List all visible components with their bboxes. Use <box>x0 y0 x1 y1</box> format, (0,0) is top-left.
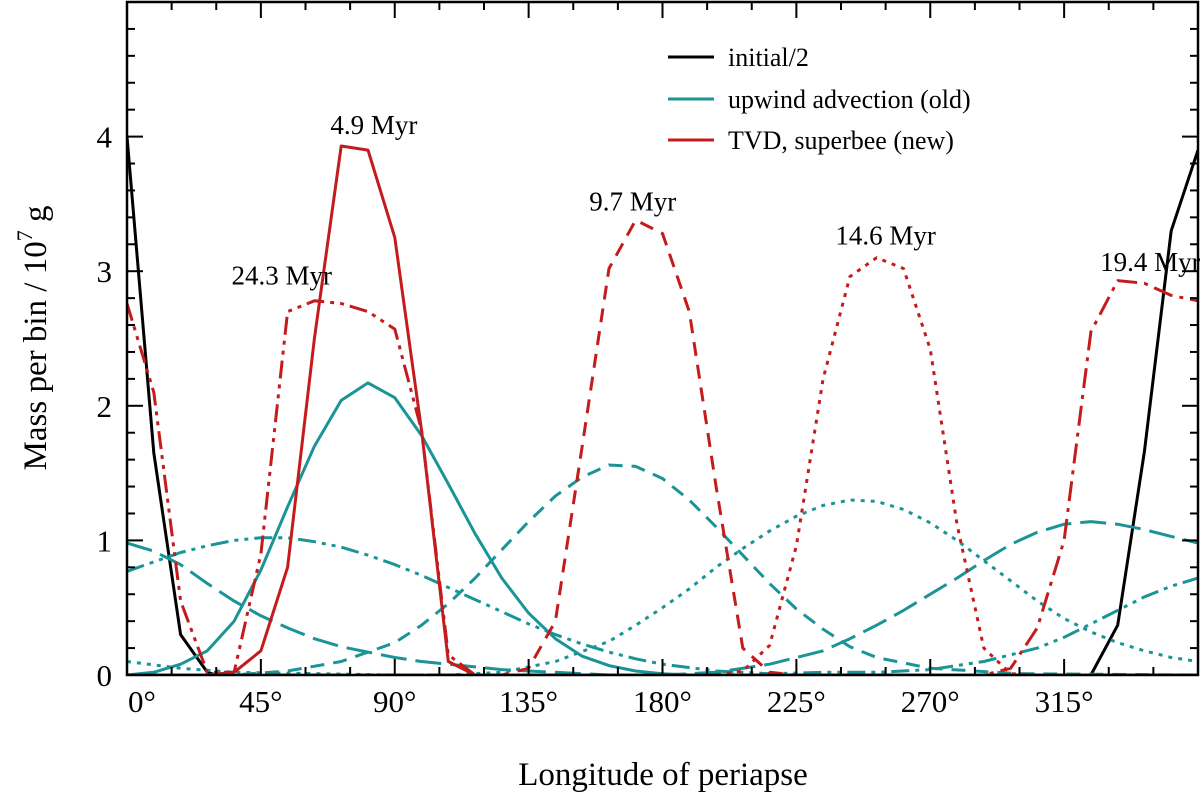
y-tick-label: 3 <box>97 254 113 289</box>
x-tick-label: 180° <box>633 684 692 719</box>
y-axis-label: Mass per bin / 107 g <box>12 206 54 471</box>
annotations: 4.9 Myr 9.7 Myr 14.6 Myr 19.4 Myr 24.3 Myr <box>231 110 1200 291</box>
tick-marks <box>126 0 1199 676</box>
series-line-tvd-24-3-myr <box>127 299 1198 675</box>
series-line-upwind-9-7-myr <box>127 463 1198 675</box>
y-tick-label: 2 <box>97 389 113 424</box>
x-axis-label: Longitude of periapse <box>518 757 808 793</box>
data-lines <box>127 136 1198 675</box>
annotation-9-7-myr: 9.7 Myr <box>589 187 676 217</box>
x-tick-label: 90° <box>373 684 416 719</box>
series-line-tvd-19-4-myr <box>127 279 1198 675</box>
plot-frame <box>125 0 1200 677</box>
y-tick-label: 1 <box>97 523 113 558</box>
annotation-24-3-myr: 24.3 Myr <box>231 261 332 291</box>
series-line-initial-2-start <box>127 136 235 675</box>
x-tick-label: 0° <box>128 684 156 719</box>
legend: initial/2 upwind advection (old) TVD, su… <box>668 43 971 155</box>
x-tick-label: 135° <box>499 684 558 719</box>
y-axis-label-unit: g <box>18 206 54 231</box>
x-tick-labels: 0° 45° 90° 135° 180° 225° 270° 315° <box>128 684 1094 719</box>
y-axis-label-exponent: 7 <box>12 230 37 241</box>
series-line-upwind-24-3-myr <box>127 536 1198 675</box>
series-line-tvd-4-9-myr <box>127 144 1198 675</box>
legend-label-upwind: upwind advection (old) <box>728 85 971 114</box>
series-line-tvd-9-7-myr <box>127 218 1198 675</box>
x-tick-label: 225° <box>767 684 826 719</box>
annotation-4-9-myr: 4.9 Myr <box>330 110 417 140</box>
annotation-14-6-myr: 14.6 Myr <box>835 220 936 250</box>
series-line-upwind-19-4-myr <box>127 520 1198 675</box>
x-tick-label: 315° <box>1035 684 1094 719</box>
x-tick-label: 45° <box>239 684 282 719</box>
legend-label-tvd: TVD, superbee (new) <box>728 126 954 155</box>
series-line-upwind-4-9-myr <box>127 381 797 675</box>
x-tick-label: 270° <box>901 684 960 719</box>
series-line-upwind-14-6-myr <box>127 498 1198 675</box>
y-tick-labels: 0 1 2 3 4 <box>97 120 113 693</box>
y-axis-label-base: Mass per bin / 10 <box>18 241 54 470</box>
legend-label-initial: initial/2 <box>728 43 809 72</box>
annotation-19-4-myr: 19.4 Myr <box>1100 247 1200 277</box>
plot-border <box>125 0 1200 677</box>
series-line-initial-2-end <box>1064 149 1198 675</box>
y-tick-label: 4 <box>97 120 113 155</box>
y-tick-label: 0 <box>97 658 113 693</box>
